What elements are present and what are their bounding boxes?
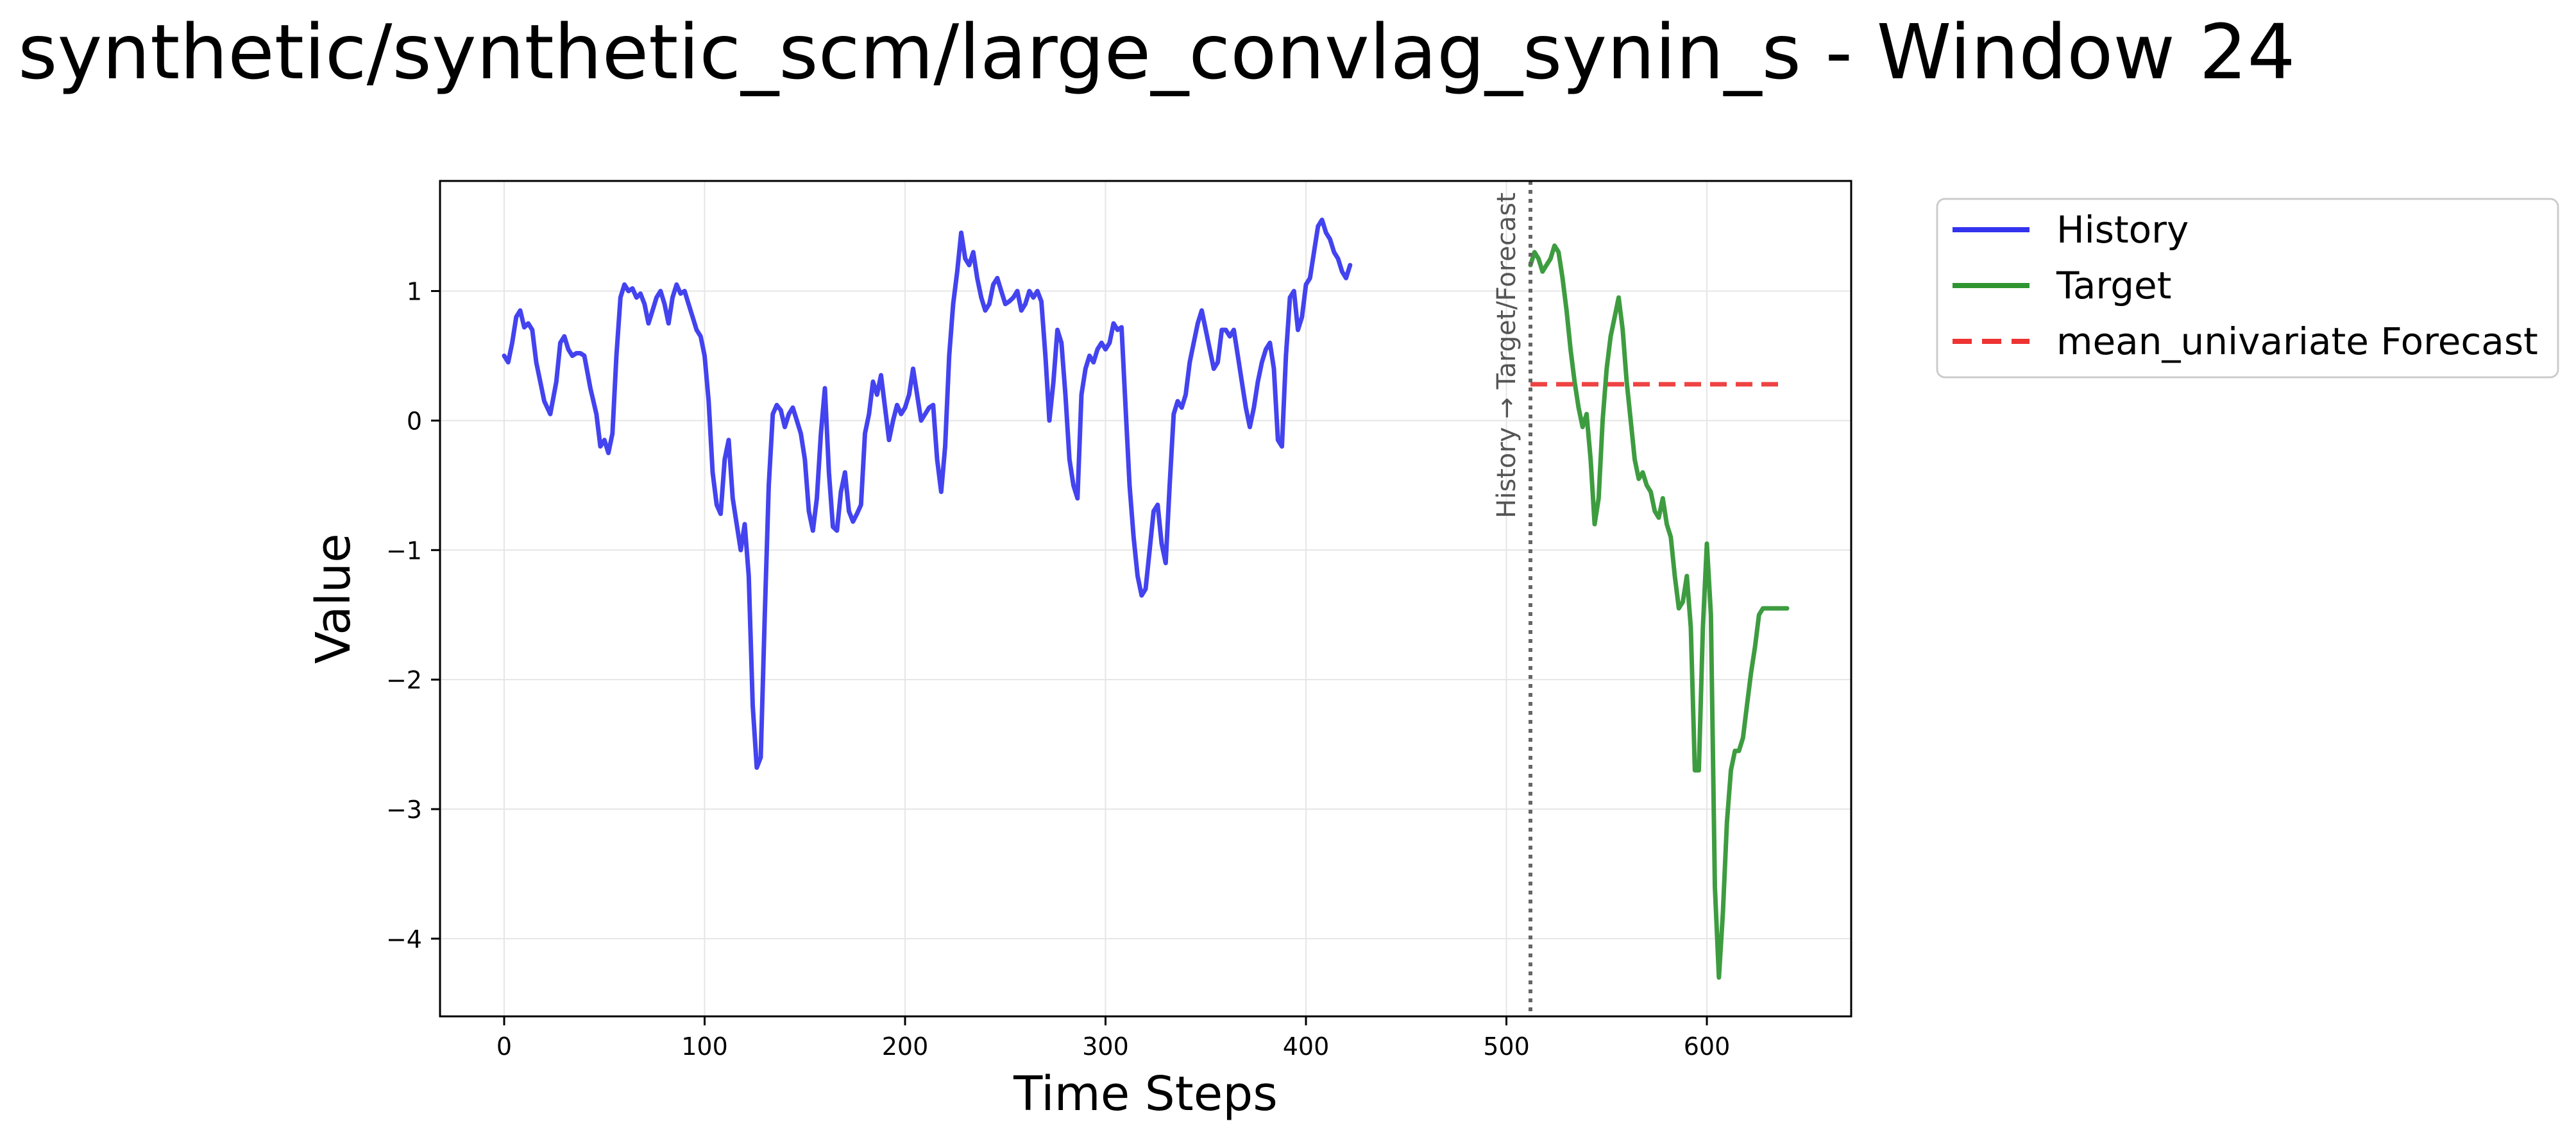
plot-series: History → Target/Forecast <box>504 181 1787 1016</box>
x-axis-label: Time Steps <box>1013 1066 1278 1122</box>
x-tick-label: 300 <box>1082 1032 1129 1061</box>
x-tick-label: 100 <box>681 1032 728 1061</box>
target-line <box>1530 246 1787 978</box>
legend-label: Target <box>2056 264 2171 307</box>
y-tick-label: −3 <box>386 796 422 824</box>
x-tick-label: 500 <box>1483 1032 1530 1061</box>
split-divider-label: History → Target/Forecast <box>1492 192 1521 518</box>
y-axis-label: Value <box>306 533 361 663</box>
x-tick-label: 0 <box>496 1032 512 1061</box>
y-tick-label: 0 <box>407 407 422 435</box>
x-tick-label: 200 <box>882 1032 929 1061</box>
y-tick-label: −1 <box>386 536 422 565</box>
axes: 0 100 200 300 400 500 600 −4 −3 −2 −1 0 1 <box>386 278 1730 1061</box>
legend-label: History <box>2056 208 2189 252</box>
legend: History Target mean_univariate Forecast <box>1937 199 2558 377</box>
legend-label: mean_univariate Forecast <box>2056 320 2538 363</box>
history-line <box>504 220 1350 768</box>
x-tick-label: 600 <box>1684 1032 1731 1061</box>
x-tick-label: 400 <box>1283 1032 1330 1061</box>
y-tick-label: −4 <box>386 925 422 953</box>
y-tick-label: 1 <box>407 278 422 306</box>
y-tick-label: −2 <box>386 666 422 694</box>
